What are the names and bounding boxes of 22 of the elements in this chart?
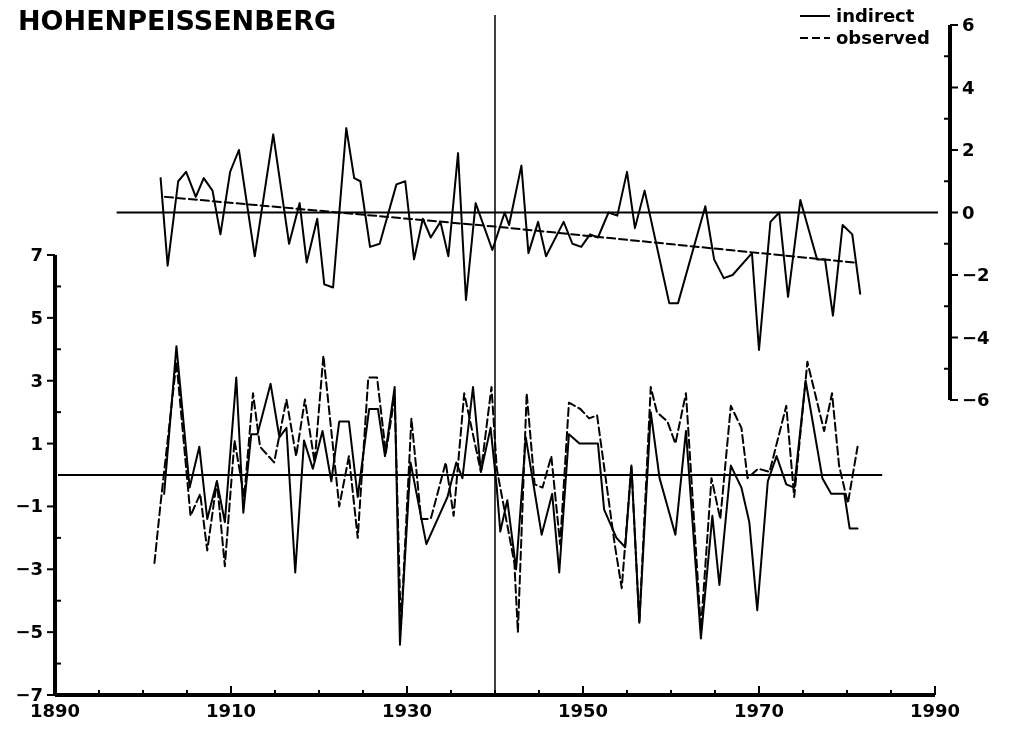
y-tick-label: −3 — [15, 558, 43, 580]
x-tick-label: 1950 — [557, 700, 609, 721]
y2-tick-label: 6 — [962, 14, 975, 35]
y-tick-label: −1 — [15, 495, 43, 517]
y2-tick-label: 4 — [962, 76, 975, 98]
y-tick-label: 3 — [30, 369, 43, 391]
x-tick-label: 1970 — [733, 700, 785, 721]
y-tick-label: 5 — [30, 306, 43, 328]
y2-tick-label: 0 — [962, 201, 975, 223]
y2-tick-label: −4 — [962, 326, 990, 348]
y2-tick-label: 2 — [962, 139, 975, 160]
y-tick-label: 7 — [30, 244, 43, 265]
x-tick-label: 1910 — [205, 700, 257, 721]
legend-label: observed — [836, 27, 930, 48]
x-tick-label: 1990 — [909, 700, 961, 721]
legend-label: indirect — [836, 5, 915, 26]
y-tick-label: 1 — [30, 432, 43, 454]
y2-tick-label: −6 — [962, 389, 990, 410]
chart-title: HOHENPEISSENBERG — [18, 5, 337, 36]
y2-tick-label: −2 — [962, 264, 990, 285]
y-tick-label: −5 — [15, 621, 43, 643]
x-tick-label: 1930 — [381, 700, 433, 721]
